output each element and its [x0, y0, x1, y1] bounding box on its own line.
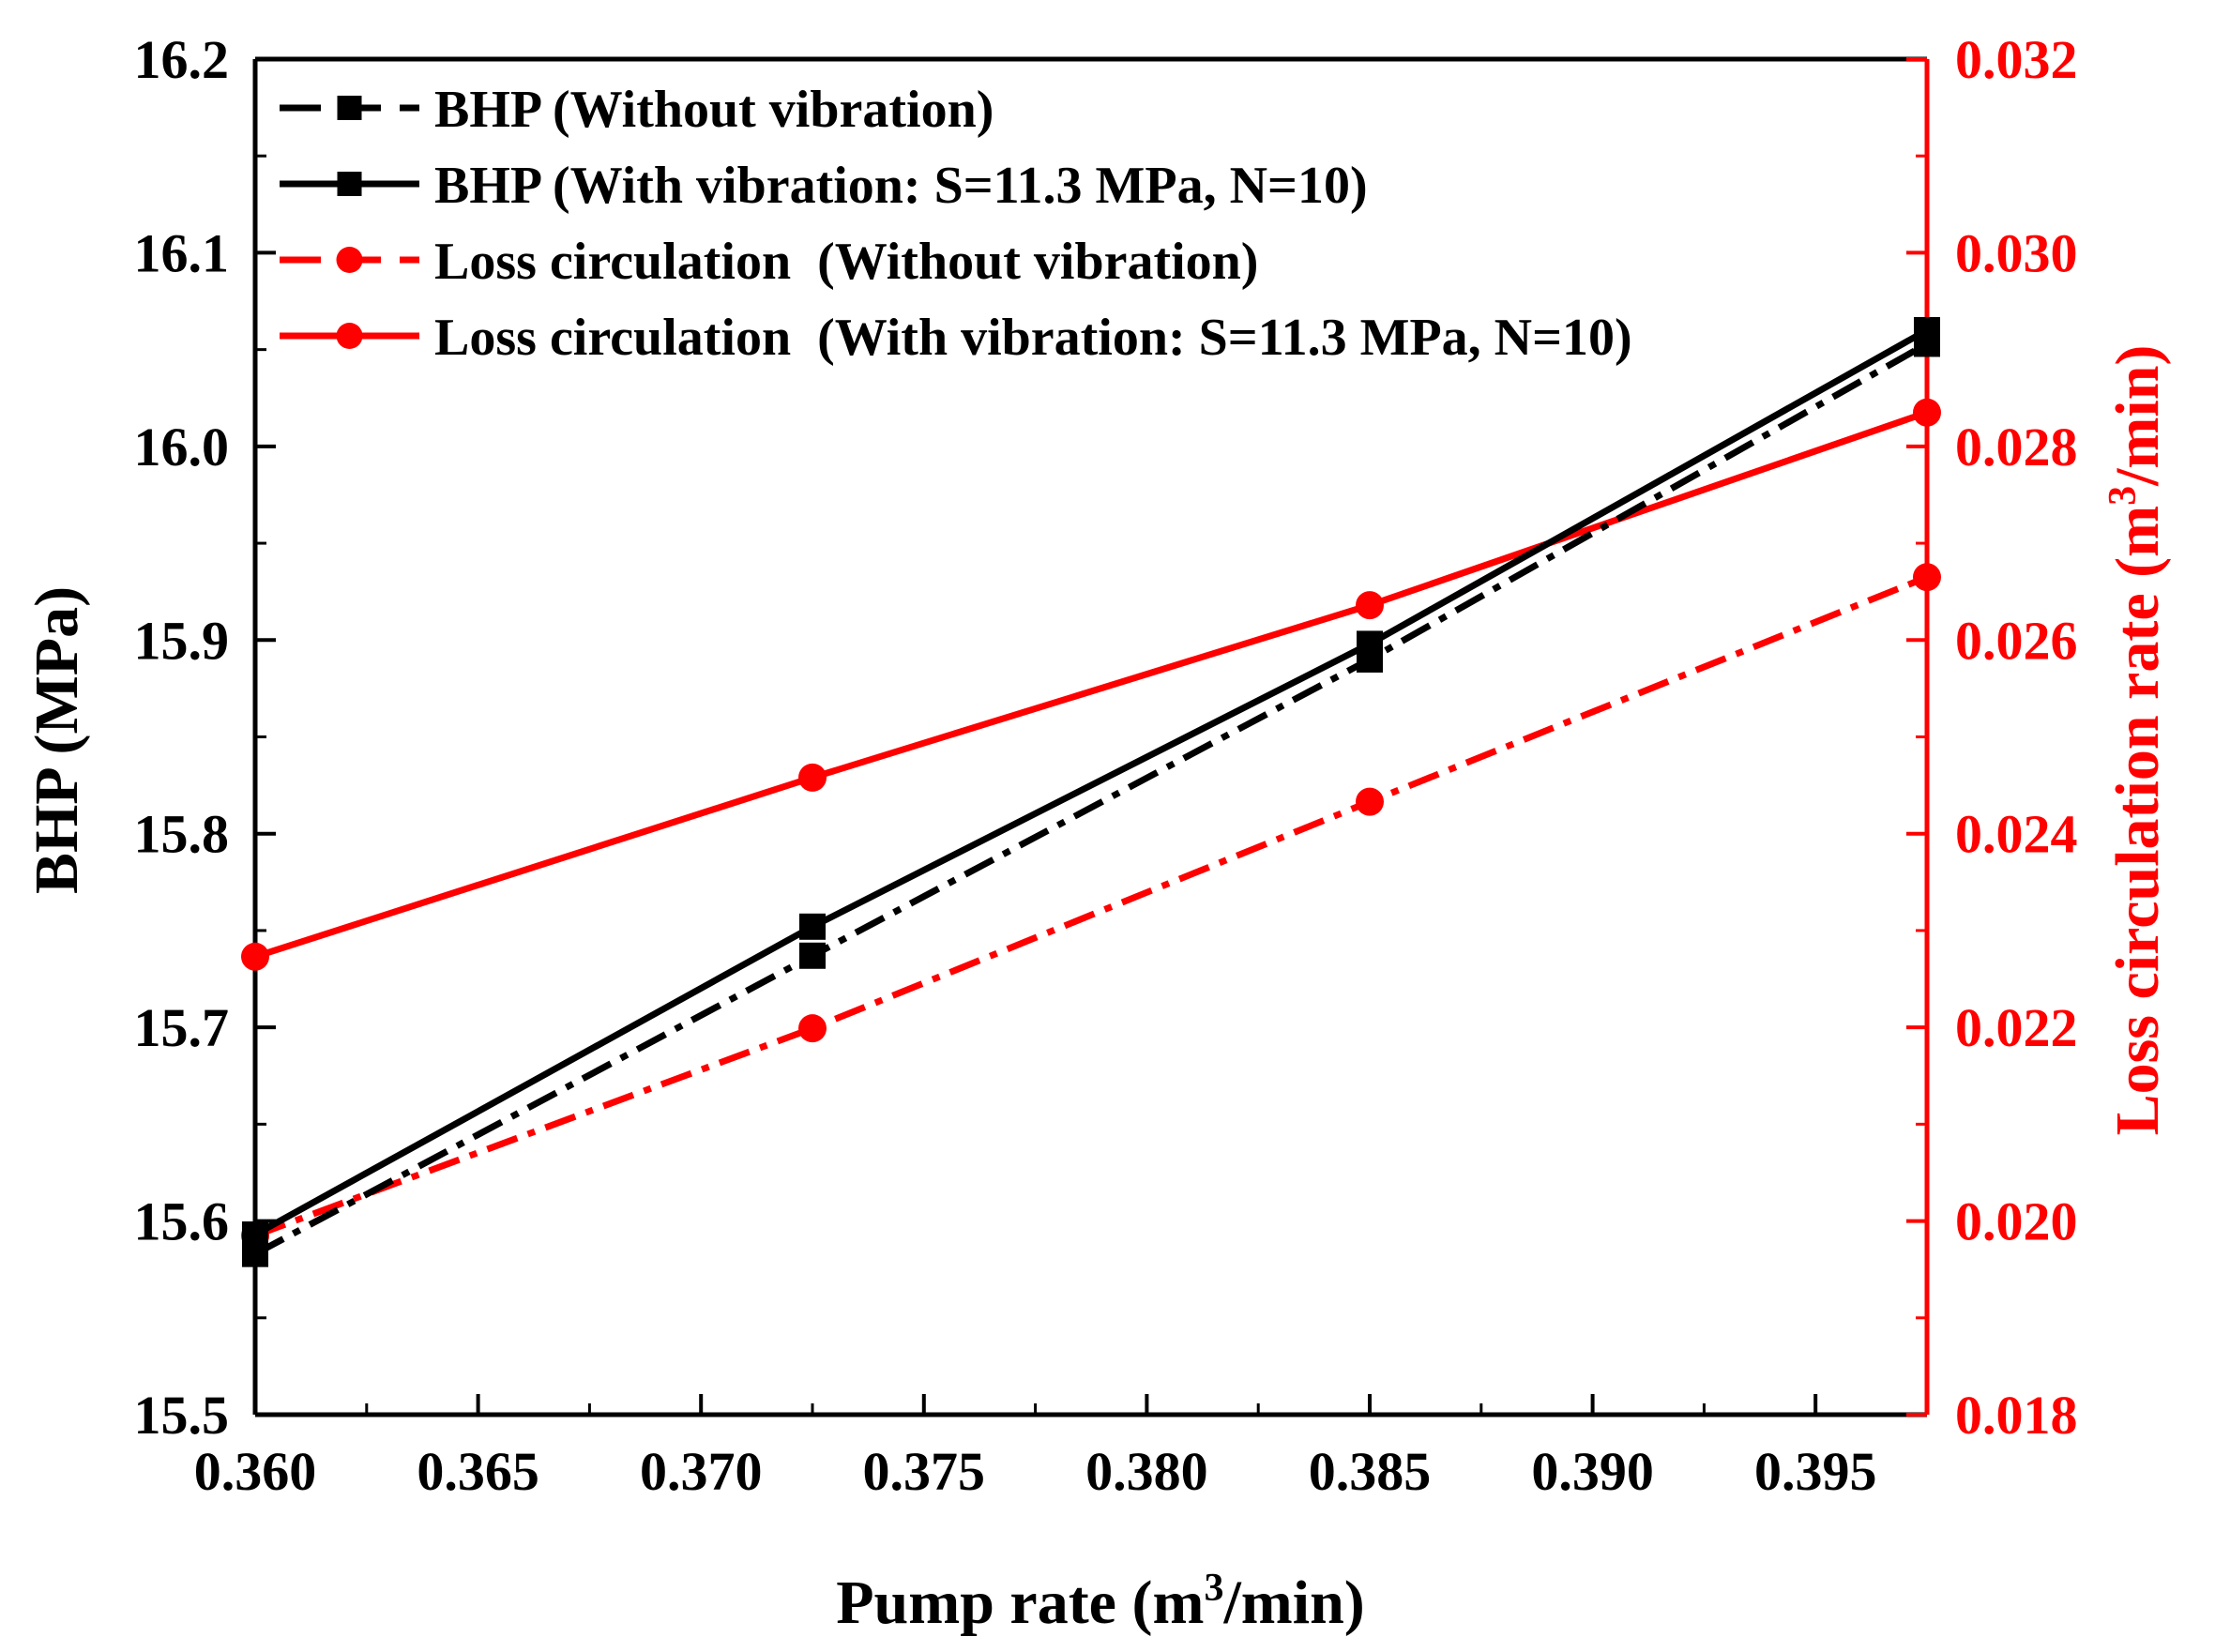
y-right-axis-title-sup: 3 — [2101, 486, 2145, 506]
x-tick-label: 0.375 — [863, 1441, 986, 1502]
y-right-tick-label: 0.018 — [1955, 1385, 2078, 1446]
x-tick-label: 0.395 — [1754, 1441, 1877, 1502]
y-left-axis-title: BHP (MPa) — [23, 586, 91, 894]
y-left-tick-label: 16.1 — [134, 222, 230, 283]
x-tick-label: 0.385 — [1309, 1441, 1432, 1502]
legend-marker-circle — [336, 323, 363, 349]
legend: BHP (Without vibration) BHP (With vibrati… — [280, 81, 1632, 367]
y-right-axis-title-main: Loss circulation rate (m — [2103, 506, 2172, 1136]
data-point-circle — [241, 942, 269, 971]
data-point-circle — [1913, 398, 1941, 427]
y-left-tick-label: 15.8 — [134, 804, 230, 865]
y-right-axis-ticks: 0.018 0.020 0.022 0.024 0.026 0.028 0.030 0.032 — [1906, 29, 2078, 1446]
x-tick-label: 0.360 — [194, 1441, 317, 1502]
data-point-square — [799, 913, 826, 940]
series-3 — [241, 398, 1941, 971]
x-tick-label: 0.390 — [1531, 1441, 1654, 1502]
data-point-square — [1914, 317, 1940, 343]
x-tick-label: 0.380 — [1085, 1441, 1208, 1502]
y-right-tick-label: 0.022 — [1955, 997, 2078, 1058]
series-layer — [241, 317, 1941, 1267]
x-axis-title-tail: /min) — [1222, 1569, 1364, 1637]
series-line — [253, 341, 1929, 1257]
x-axis-title-sup: 3 — [1204, 1567, 1223, 1610]
data-point-circle — [1913, 563, 1941, 592]
legend-entry-2: Loss circulation (Without vibration) — [280, 233, 1258, 291]
y-right-tick-label: 0.030 — [1955, 222, 2078, 283]
legend-label: BHP (Without vibration) — [434, 81, 994, 139]
series-2 — [241, 563, 1941, 1250]
data-point-square — [799, 942, 826, 969]
y-right-tick-label: 0.024 — [1955, 804, 2078, 865]
legend-marker-square — [337, 96, 362, 120]
legend-entry-3: Loss circulation (With vibration: S=11.3… — [280, 309, 1632, 367]
x-axis-title-main: Pump rate (m — [836, 1569, 1204, 1637]
y-left-tick-label: 16.0 — [134, 417, 230, 477]
y-left-tick-label: 15.9 — [134, 610, 230, 671]
y-right-tick-label: 0.028 — [1955, 417, 2078, 477]
x-axis-ticks: 0.360 0.365 0.370 0.375 0.380 0.385 0.390 0.395 — [194, 1394, 1877, 1502]
y-right-tick-label: 0.032 — [1955, 29, 2078, 90]
data-point-square — [242, 1221, 268, 1249]
data-point-circle — [1356, 591, 1384, 620]
data-point-circle — [798, 763, 827, 792]
legend-label: Loss circulation (Without vibration) — [434, 233, 1258, 291]
y-left-tick-label: 15.5 — [134, 1385, 230, 1446]
legend-label: BHP (With vibration: S=11.3 MPa, N=10) — [434, 157, 1368, 215]
legend-entry-0: BHP (Without vibration) — [280, 81, 994, 139]
legend-marker-square — [337, 172, 362, 196]
series-line — [253, 573, 1929, 1239]
data-point-circle — [1356, 787, 1384, 816]
data-point-square — [1357, 630, 1383, 658]
y-right-axis-title: Loss circulation rate (m3/min) — [2101, 345, 2172, 1136]
series-1 — [242, 317, 1940, 1249]
y-right-tick-label: 0.026 — [1955, 610, 2078, 671]
legend-entry-1: BHP (With vibration: S=11.3 MPa, N=10) — [280, 157, 1368, 215]
y-left-tick-label: 15.6 — [134, 1191, 230, 1252]
y-left-tick-label: 16.2 — [134, 29, 230, 90]
x-tick-label: 0.370 — [640, 1441, 763, 1502]
legend-label: Loss circulation (With vibration: S=11.3… — [434, 309, 1632, 367]
y-right-tick-label: 0.020 — [1955, 1191, 2078, 1252]
x-tick-label: 0.365 — [417, 1441, 539, 1502]
x-axis-title: Pump rate (m3/min) — [836, 1567, 1365, 1637]
y-left-axis-ticks: 15.5 15.6 15.7 15.8 15.9 16.0 16.1 16.2 — [134, 29, 276, 1446]
legend-marker-circle — [336, 247, 363, 273]
series-line — [253, 409, 1929, 961]
y-right-axis-title-tail: /min) — [2103, 345, 2172, 487]
data-point-circle — [798, 1014, 827, 1043]
series-0 — [242, 330, 1940, 1267]
y-left-tick-label: 15.7 — [134, 997, 230, 1058]
series-line — [253, 326, 1929, 1238]
